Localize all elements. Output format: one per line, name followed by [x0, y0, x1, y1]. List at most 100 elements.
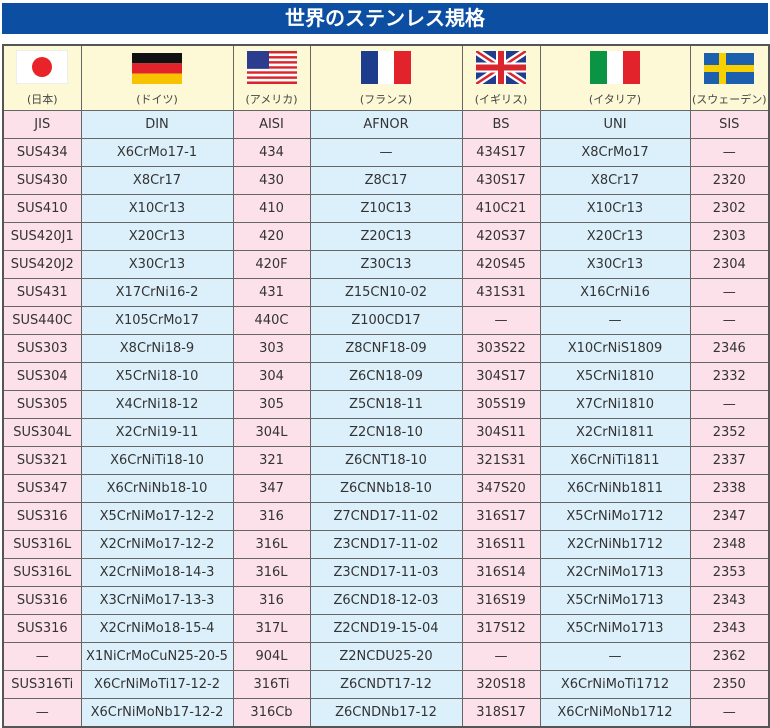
table-row: SUS440C X105CrMo17 440C Z100CD17— — — [2, 306, 770, 335]
table-cell: 2303 [689, 222, 770, 251]
table-row: — X6CrNiMoNb17-12-2 316Cb Z6CNDNb17-12 318S1… [2, 698, 770, 728]
japan-flag-icon [4, 49, 80, 87]
table-cell: X2CrNi1811 [539, 418, 691, 447]
table-cell: — [309, 138, 463, 167]
column-header: BS [461, 110, 541, 139]
table-cell: 304S11 [461, 418, 541, 447]
table-cell: 347 [232, 474, 311, 503]
table-cell: X5CrNiMo17-12-2 [80, 502, 234, 531]
table-cell: SUS410 [2, 194, 82, 223]
table-cell: X6CrMo17-1 [80, 138, 234, 167]
table-cell: X2CrNiMo18-14-3 [80, 558, 234, 587]
table-cell: X6CrNiMoTi1712 [539, 670, 691, 699]
table-cell: — [2, 698, 82, 728]
table-cell: SUS304 [2, 362, 82, 391]
table-cell: SUS347 [2, 474, 82, 503]
table-cell: Z6CNDNb17-12 [309, 698, 463, 728]
table-cell: X7CrNi1810 [539, 390, 691, 419]
table-cell: 2343 [689, 586, 770, 615]
table-cell: 316S14 [461, 558, 541, 587]
table-cell: Z20C13 [309, 222, 463, 251]
table-cell: X6CrNiMoNb17-12-2 [80, 698, 234, 728]
italy-flag-icon [541, 51, 689, 87]
uk-flag-icon [463, 48, 539, 87]
table-cell: 316 [232, 502, 311, 531]
table-cell: 904L [232, 642, 311, 671]
table-cell: 303 [232, 334, 311, 363]
table-cell: 316S11 [461, 530, 541, 559]
table-cell: X2CrNiMo17-12-2 [80, 530, 234, 559]
table-cell: 317L [232, 614, 311, 643]
table-cell: SUS434 [2, 138, 82, 167]
column-header: AFNOR [309, 110, 463, 139]
table-cell: 431S31 [461, 278, 541, 307]
country-name: (フランス) [359, 93, 413, 106]
table-cell: Z5CN18-11 [309, 390, 463, 419]
stainless-standards-table: (日本) (ドイツ) (アメリカ) (フランス) (イギリス) (イタリア) (スウェーデン… [2, 44, 770, 728]
table-row: SUS321 X6CrNiTi18-10 321 Z6CNT18-10 321S31 X6… [2, 446, 770, 475]
table-cell: X8CrMo17 [539, 138, 691, 167]
table-row: SUS305 X4CrNi18-12 305 Z5CN18-11 305S19 X7CrN… [2, 390, 770, 419]
country-cell: (イギリス) [461, 44, 541, 111]
table-cell: X5CrNiMo1712 [539, 502, 691, 531]
table-cell: Z6CNT18-10 [309, 446, 463, 475]
column-header: JIS [2, 110, 82, 139]
table-cell: SUS431 [2, 278, 82, 307]
table-cell: 2320 [689, 166, 770, 195]
table-cell: SUS316L [2, 530, 82, 559]
table-cell: — [689, 390, 770, 419]
table-cell: Z2CND19-15-04 [309, 614, 463, 643]
table-cell: 2353 [689, 558, 770, 587]
table-cell: Z8CNF18-09 [309, 334, 463, 363]
table-cell: X2CrNiMo18-15-4 [80, 614, 234, 643]
table-row: SUS410 X10Cr13 410 Z10C13 410C21 X10Cr13 2302 [2, 194, 770, 223]
table-row: SUS316 X2CrNiMo18-15-4 317L Z2CND19-15-04 31… [2, 614, 770, 643]
table-cell: SUS440C [2, 306, 82, 335]
germany-flag-icon [82, 53, 232, 87]
table-cell: X5CrNiMo1713 [539, 614, 691, 643]
table-cell: Z3CND17-11-03 [309, 558, 463, 587]
table-cell: 434 [232, 138, 311, 167]
table-cell: SUS304L [2, 418, 82, 447]
table-cell: X16CrNi16 [539, 278, 691, 307]
country-name: (ドイツ) [136, 93, 178, 106]
table-cell: X8CrNi18-9 [80, 334, 234, 363]
table-cell: 410C21 [461, 194, 541, 223]
table-cell: 316 [232, 586, 311, 615]
table-cell: 305 [232, 390, 311, 419]
table-cell: Z30C13 [309, 250, 463, 279]
table-cell: 2343 [689, 614, 770, 643]
table-cell: X8Cr17 [539, 166, 691, 195]
table-cell: X5CrNiMo1713 [539, 586, 691, 615]
country-name: (イタリア) [588, 93, 642, 106]
table-cell: X20Cr13 [80, 222, 234, 251]
table-cell: SUS316 [2, 502, 82, 531]
table-cell: 305S19 [461, 390, 541, 419]
table-cell: X3CrNiMo17-13-3 [80, 586, 234, 615]
table-cell: Z2NCDU25-20 [309, 642, 463, 671]
table-cell: — [539, 642, 691, 671]
usa-flag-icon [234, 51, 309, 87]
table-cell: 304 [232, 362, 311, 391]
table-cell: 316S17 [461, 502, 541, 531]
country-cell: (スウェーデン) [689, 44, 770, 111]
table-cell: SUS420J1 [2, 222, 82, 251]
table-cell: 316Cb [232, 698, 311, 728]
country-cell: (日本) [2, 44, 82, 111]
header-row: JIS DIN AISI AFNOR BS UNI SIS [2, 110, 770, 139]
table-cell: Z6CNDT17-12 [309, 670, 463, 699]
table-cell: — [2, 642, 82, 671]
table-row: SUS430 X8Cr17 430 Z8C17 430S17 X8Cr17 2320 [2, 166, 770, 195]
table-cell: SUS321 [2, 446, 82, 475]
page-title: 世界のステンレス規格 [2, 3, 768, 34]
table-cell: 2337 [689, 446, 770, 475]
table-cell: 321S31 [461, 446, 541, 475]
table-cell: Z15CN10-02 [309, 278, 463, 307]
table-cell: SUS316Ti [2, 670, 82, 699]
table-cell: 430 [232, 166, 311, 195]
country-cell: (アメリカ) [232, 44, 311, 111]
table-cell: 316L [232, 558, 311, 587]
table-cell: — [689, 306, 770, 335]
table-cell: 320S18 [461, 670, 541, 699]
table-cell: — [461, 306, 541, 335]
